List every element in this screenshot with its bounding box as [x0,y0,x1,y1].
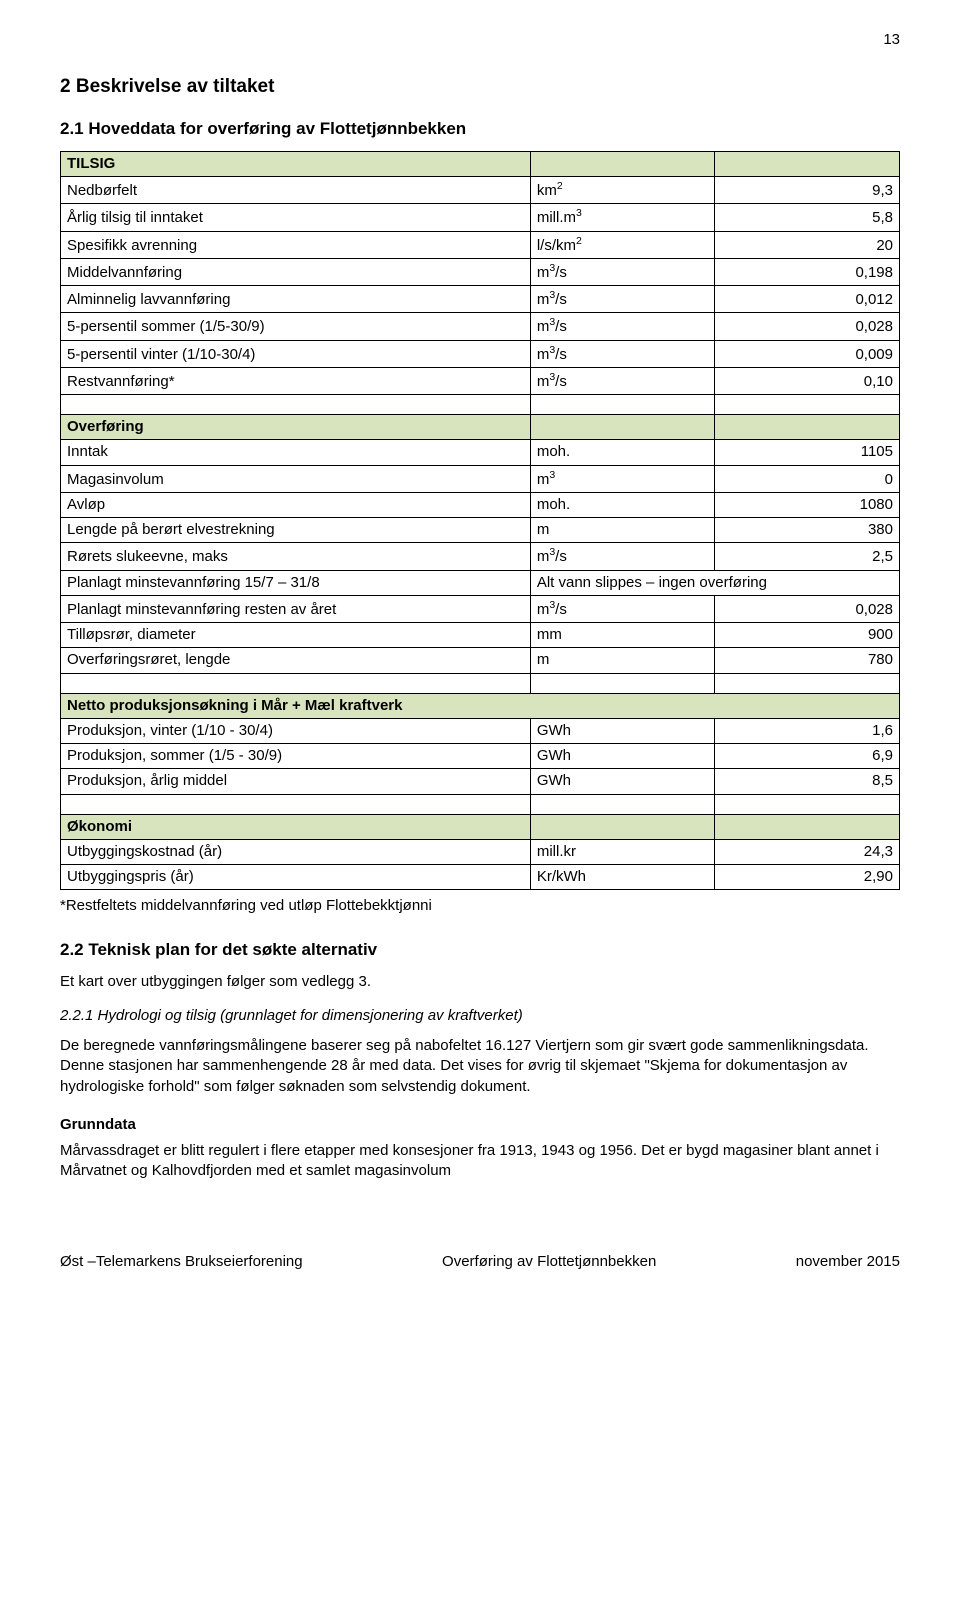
table-cell [530,814,715,839]
table-cell [530,395,715,415]
table-row-label: Årlig tilsig til inntaket [61,204,531,231]
table-row-label: Produksjon, vinter (1/10 - 30/4) [61,718,531,743]
table-row-label: 5-persentil vinter (1/10-30/4) [61,340,531,367]
table-section-header: Økonomi [61,814,531,839]
footer-left: Øst –Telemarkens Brukseierforening [60,1252,303,1272]
table-row-label: Overføringsrøret, lengde [61,648,531,673]
table-row-label: Restvannføring* [61,367,531,394]
table-row-label: 5-persentil sommer (1/5-30/9) [61,313,531,340]
grunndata-heading: Grunndata [60,1115,900,1135]
hoveddata-table: TILSIGNedbørfeltkm29,3 Årlig tilsig til i… [60,151,900,891]
table-footnote: *Restfeltets middelvannføring ved utløp … [60,896,900,916]
table-row-unit: Kr/kWh [530,865,715,890]
table-row-unit: GWh [530,744,715,769]
table-row-unit: m3/s [530,543,715,570]
table-cell [530,415,715,440]
table-row-unit: m3/s [530,340,715,367]
table-cell [715,395,900,415]
table-row-unit: m [530,518,715,543]
table-row-value: 1105 [715,440,900,465]
table-row-value: 6,9 [715,744,900,769]
footer-right: november 2015 [796,1252,900,1272]
table-cell [715,794,900,814]
table-row-value: 0,198 [715,258,900,285]
footer-center: Overføring av Flottetjønnbekken [442,1252,656,1272]
table-row-value: 5,8 [715,204,900,231]
table-row-label: Tilløpsrør, diameter [61,623,531,648]
table-cell [715,415,900,440]
table-section-header: Netto produksjonsøkning i Mår + Mæl kraf… [61,693,900,718]
table-row-value: 0,009 [715,340,900,367]
subsubsection-2-2-1: 2.2.1 Hydrologi og tilsig (grunnlaget fo… [60,1006,900,1026]
table-row-value: 1080 [715,492,900,517]
table-row-note: Alt vann slippes – ingen overføring [530,570,899,595]
table-row-label: Utbyggingskostnad (år) [61,839,531,864]
table-row-label: Avløp [61,492,531,517]
table-row-label: Inntak [61,440,531,465]
table-row-unit: mill.m3 [530,204,715,231]
table-cell [61,673,531,693]
table-row-value: 8,5 [715,769,900,794]
para-kart: Et kart over utbyggingen følger som vedl… [60,972,900,992]
table-row-label: Middelvannføring [61,258,531,285]
table-row-value: 900 [715,623,900,648]
table-row-label: Planlagt minstevannføring resten av året [61,595,531,622]
table-row-unit: m [530,648,715,673]
table-cell [530,794,715,814]
table-row-label: Spesifikk avrenning [61,231,531,258]
table-row-label: Produksjon, årlig middel [61,769,531,794]
table-row-unit: m3/s [530,286,715,313]
table-row-label: Utbyggingspris (år) [61,865,531,890]
page-footer: Øst –Telemarkens Brukseierforening Overf… [60,1252,900,1272]
table-row-value: 20 [715,231,900,258]
table-row-label: Rørets slukeevne, maks [61,543,531,570]
subsection-2-1: 2.1 Hoveddata for overføring av Flottetj… [60,118,900,141]
table-row-label: Produksjon, sommer (1/5 - 30/9) [61,744,531,769]
table-cell [715,151,900,176]
page-number: 13 [60,30,900,50]
table-row-label: Nedbørfelt [61,177,531,204]
table-row-value: 2,5 [715,543,900,570]
table-row-label: Planlagt minstevannføring 15/7 – 31/8 [61,570,531,595]
table-row-value: 24,3 [715,839,900,864]
table-row-label: Alminnelig lavvannføring [61,286,531,313]
table-cell [715,814,900,839]
table-cell [530,151,715,176]
table-row-unit: mill.kr [530,839,715,864]
table-row-unit: moh. [530,492,715,517]
table-row-value: 0,028 [715,595,900,622]
table-section-header: TILSIG [61,151,531,176]
table-cell [715,673,900,693]
table-row-unit: m3/s [530,367,715,394]
table-cell [530,673,715,693]
table-row-label: Lengde på berørt elvestrekning [61,518,531,543]
table-row-value: 0,10 [715,367,900,394]
table-row-unit: moh. [530,440,715,465]
table-row-value: 2,90 [715,865,900,890]
table-row-value: 1,6 [715,718,900,743]
table-row-value: 0 [715,465,900,492]
table-section-header: Overføring [61,415,531,440]
table-row-unit: l/s/km2 [530,231,715,258]
table-row-value: 780 [715,648,900,673]
subsection-2-2: 2.2 Teknisk plan for det søkte alternati… [60,939,900,962]
table-row-unit: m3/s [530,595,715,622]
table-row-unit: mm [530,623,715,648]
table-row-value: 0,028 [715,313,900,340]
table-row-unit: GWh [530,769,715,794]
para-grunndata: Mårvassdraget er blitt regulert i flere … [60,1141,900,1182]
table-row-value: 9,3 [715,177,900,204]
table-row-value: 380 [715,518,900,543]
table-cell [61,794,531,814]
table-row-unit: m3/s [530,258,715,285]
table-row-value: 0,012 [715,286,900,313]
table-cell [61,395,531,415]
table-row-unit: m3/s [530,313,715,340]
section-heading: 2 Beskrivelse av tiltaket [60,74,900,100]
para-hydrologi: De beregnede vannføringsmålingene basere… [60,1036,900,1097]
table-row-unit: m3 [530,465,715,492]
table-row-label: Magasinvolum [61,465,531,492]
table-row-unit: GWh [530,718,715,743]
table-row-unit: km2 [530,177,715,204]
